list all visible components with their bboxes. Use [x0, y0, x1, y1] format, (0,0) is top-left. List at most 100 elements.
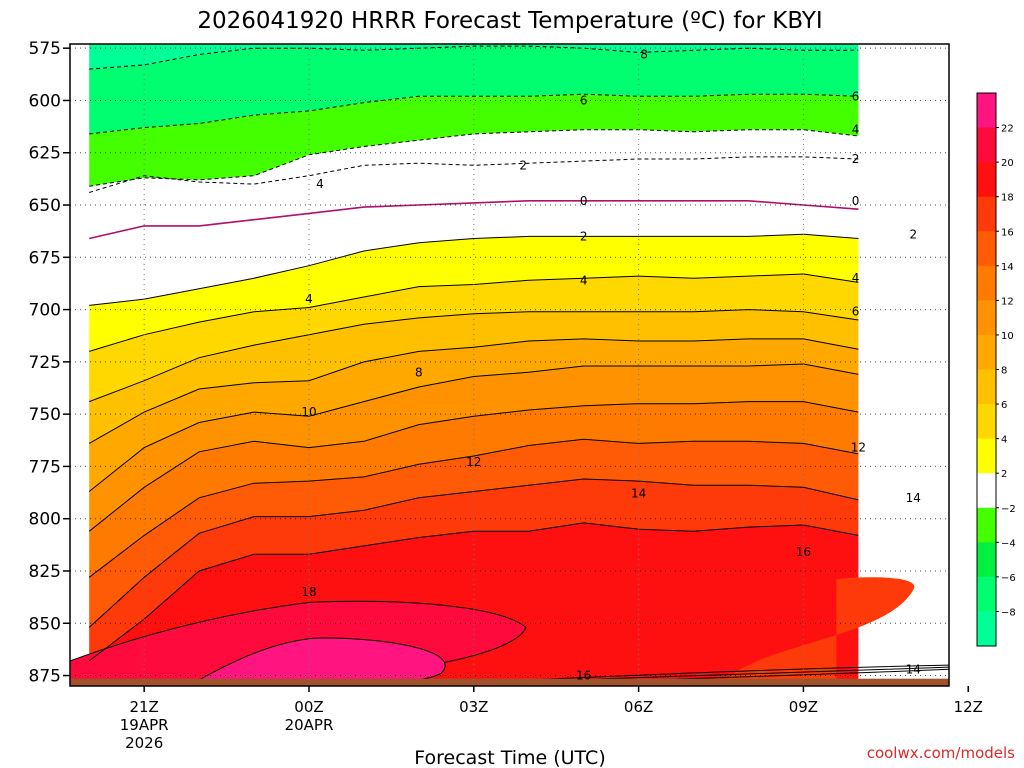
contour-label: 2	[519, 158, 527, 172]
x-tick-label: 21Z	[129, 698, 158, 716]
contour-label: 4	[580, 273, 588, 287]
y-tick-label: 600	[29, 91, 61, 111]
contour-label: 6	[852, 89, 860, 103]
legend-swatch	[977, 127, 996, 163]
legend-swatch	[977, 473, 996, 509]
contour-label: 2	[580, 229, 588, 243]
isotherm-line	[89, 233, 859, 306]
contour-label: 4	[852, 271, 860, 285]
isotherm-line	[89, 200, 859, 240]
x-tick-label: 09Z	[789, 698, 818, 716]
temperature-band	[89, 234, 859, 352]
legend-swatch	[977, 404, 996, 440]
contour-label: 16	[796, 545, 811, 559]
y-tick-label: 650	[29, 196, 61, 216]
legend-label: 10	[1001, 331, 1014, 342]
legend-swatch	[977, 369, 996, 405]
legend-label: 12	[1001, 296, 1014, 307]
x-tick-label: 12Z	[954, 698, 983, 716]
contour-label: 18	[301, 585, 316, 599]
legend-swatch	[977, 611, 996, 647]
legend-swatch	[977, 507, 996, 543]
credit-text: coolwx.com/models	[867, 744, 1015, 762]
legend-label: 22	[1001, 124, 1014, 135]
contour-label: 0	[852, 194, 860, 208]
temperature-band	[89, 274, 859, 402]
legend-label: 20	[1001, 158, 1014, 169]
contour-label: 0	[580, 194, 588, 208]
x-tick-label: 00Z	[294, 698, 323, 716]
isotherm-line	[89, 45, 859, 70]
legend-swatch	[977, 196, 996, 232]
isotherm-line	[89, 129, 859, 187]
legend-label: −4	[1001, 538, 1016, 549]
x-tick-label: 2026	[125, 734, 163, 752]
legend-swatch	[977, 334, 996, 370]
legend-swatch	[977, 231, 996, 267]
y-tick-label: 625	[29, 144, 61, 164]
legend-label: −6	[1001, 573, 1016, 584]
temperature-band	[89, 401, 859, 578]
x-tick-label: 06Z	[624, 698, 653, 716]
legend-label: 2	[1001, 469, 1007, 480]
contour-label: 16	[576, 669, 591, 683]
legend-swatch	[977, 162, 996, 198]
y-tick-label: 825	[29, 562, 61, 582]
temperature-band	[89, 364, 859, 532]
legend-swatch	[977, 300, 996, 336]
temperature-band	[89, 94, 859, 187]
x-tick-label: 20APR	[285, 716, 334, 734]
legend-label: 4	[1001, 435, 1007, 446]
contour-label: 14	[906, 662, 921, 676]
legend-label: 6	[1001, 400, 1007, 411]
contour-label: 8	[640, 47, 648, 61]
isotherm-line	[88, 338, 859, 444]
legend-label: −8	[1001, 607, 1016, 618]
y-tick-label: 700	[29, 301, 61, 321]
contour-label: 8	[415, 365, 423, 379]
contour-label: 12	[466, 455, 481, 469]
contour-label: 2	[909, 227, 917, 241]
y-tick-label: 875	[29, 667, 61, 687]
legend-label: 16	[1001, 227, 1014, 238]
legend-swatch	[977, 93, 996, 129]
legend-label: 8	[1001, 366, 1007, 377]
isotherm-line	[88, 522, 859, 662]
x-tick-label: 03Z	[459, 698, 488, 716]
y-tick-label: 575	[29, 39, 61, 59]
ground-strip	[70, 678, 949, 686]
contour-label: 10	[301, 405, 316, 419]
temperature-band	[89, 44, 859, 70]
plot-area: 8664422002244468101212141416161418	[70, 44, 949, 686]
x-axis-label: Forecast Time (UTC)	[414, 747, 605, 768]
temperature-band	[89, 129, 859, 306]
contour-label: 12	[851, 441, 866, 455]
y-tick-label: 675	[29, 248, 61, 268]
legend-label: 14	[1001, 262, 1014, 273]
temperature-band	[721, 577, 915, 686]
contour-label: 6	[852, 305, 860, 319]
y-tick-label: 800	[29, 510, 61, 530]
contour-label: 14	[906, 491, 921, 505]
y-tick-label: 775	[29, 457, 61, 477]
isotherm-line	[88, 438, 859, 578]
chart-title: 2026041920 HRRR Forecast Temperature (ºC…	[197, 8, 822, 34]
temperature-band	[89, 309, 859, 444]
legend-swatch	[977, 576, 996, 612]
isotherm-line	[88, 478, 859, 628]
legend-label: 18	[1001, 193, 1014, 204]
temperature-band	[89, 439, 859, 628]
contour-label: 2	[852, 152, 860, 166]
contour-label: 14	[631, 487, 646, 501]
axes: 5756006256506757007257507758008258508752…	[29, 39, 983, 752]
isotherm-line	[88, 401, 859, 532]
contour-label: 4	[316, 177, 324, 191]
isotherm-line	[89, 309, 859, 403]
temperature-band	[89, 479, 859, 661]
isotherm-line	[89, 93, 859, 135]
legend-swatch	[977, 265, 996, 301]
legend-swatch	[977, 438, 996, 474]
y-tick-label: 725	[29, 353, 61, 373]
y-tick-label: 850	[29, 614, 61, 634]
